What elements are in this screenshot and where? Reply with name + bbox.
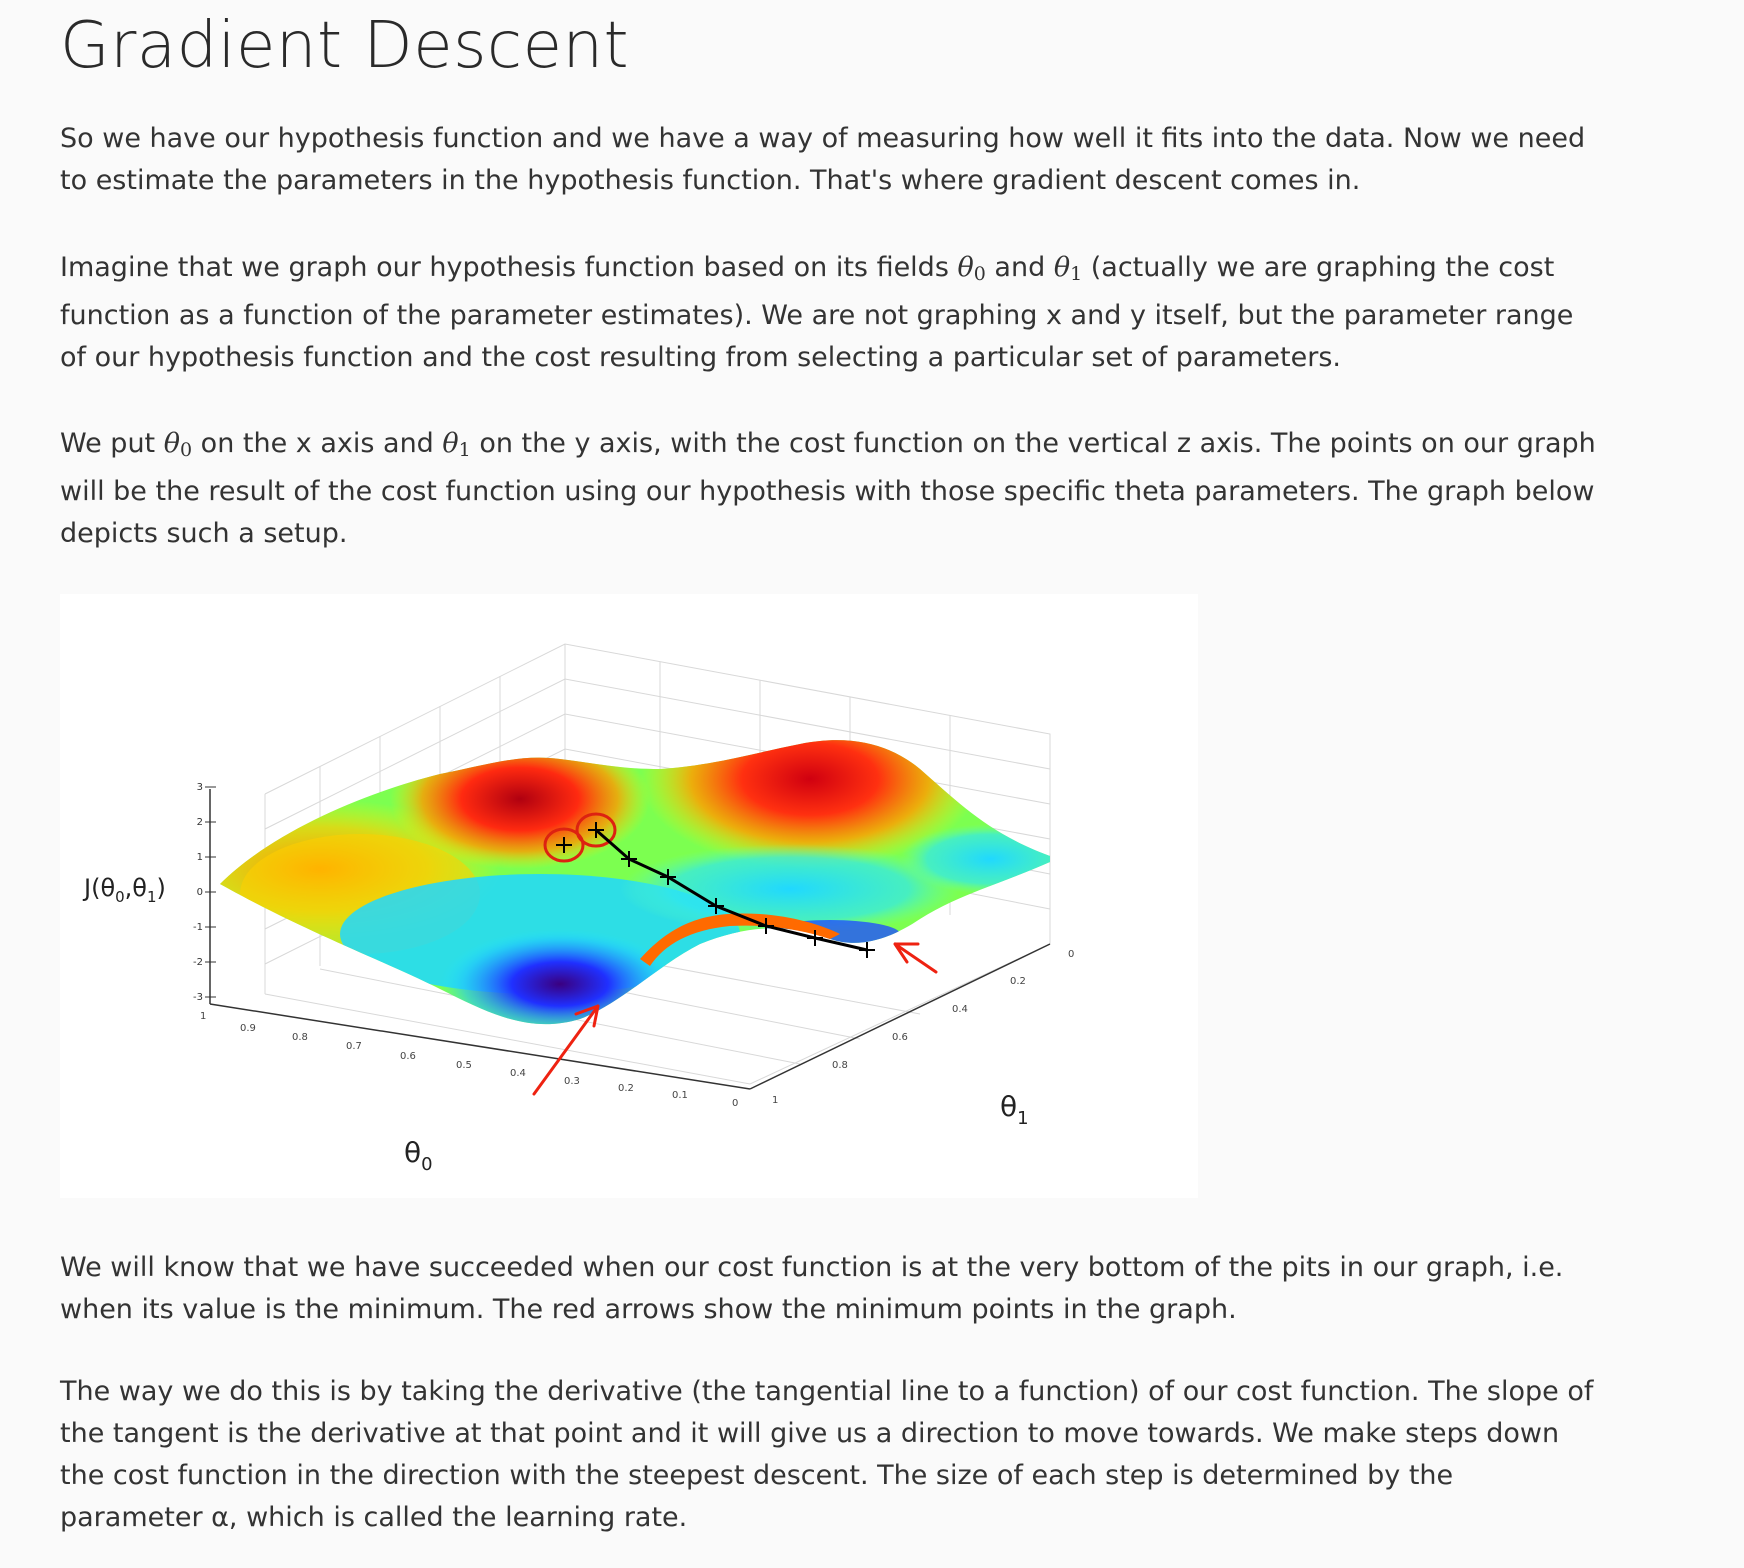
z-tick-label: 0 xyxy=(197,887,203,898)
x-tick-label: 0.9 xyxy=(240,1023,256,1034)
minimum-arrows xyxy=(532,942,938,1096)
y-tick-label: 1 xyxy=(772,1095,778,1106)
y-tick-label: 0.8 xyxy=(832,1060,848,1071)
theta1-symbol: θ1 xyxy=(442,428,471,461)
z-tick-marks xyxy=(205,786,216,998)
page-title: Gradient Descent xyxy=(60,9,630,83)
descent-steps xyxy=(556,822,875,958)
z-tick-label: 1 xyxy=(197,852,203,863)
arrow-left-minimum xyxy=(532,1004,600,1096)
start-point-circles xyxy=(543,812,617,863)
text-segment: Imagine that we graph our hypothesis fun… xyxy=(60,252,958,283)
x-tick-label: 0 xyxy=(732,1098,738,1109)
cost-surface-figure: 3 2 1 0 -1 -2 -3 J(θ0,θ1) 1 0.9 0.8 xyxy=(60,594,1198,1198)
text-segment: on the x axis and xyxy=(192,428,443,459)
x-tick-label: 1 xyxy=(200,1011,206,1022)
z-tick-label: -2 xyxy=(193,957,203,968)
step-marker xyxy=(859,942,875,958)
paragraph-imagine: Imagine that we graph our hypothesis fun… xyxy=(60,247,1600,379)
paragraph-axes: We put θ0 on the x axis and θ1 on the y … xyxy=(60,423,1600,555)
surface-underside xyxy=(640,913,840,966)
text-segment: and xyxy=(985,252,1054,283)
step-marker xyxy=(556,837,572,853)
theta0-axis-label: θ0 xyxy=(404,1136,433,1175)
arrow-right-minimum xyxy=(893,942,938,974)
x-axis: 1 0.9 0.8 0.7 0.6 0.5 0.4 0.3 0.2 0.1 0 xyxy=(200,1011,738,1109)
start-circle xyxy=(575,812,617,848)
x-tick-label: 0.5 xyxy=(456,1060,472,1071)
theta0-symbol: θ0 xyxy=(957,252,986,285)
theta1-axis-label: θ1 xyxy=(1000,1090,1029,1129)
paragraph-derivative: The way we do this is by taking the deri… xyxy=(60,1376,1594,1533)
step-marker xyxy=(807,930,823,946)
theta0-symbol: θ0 xyxy=(163,428,193,461)
start-circle xyxy=(543,827,585,863)
paragraph-minimum: We will know that we have succeeded when… xyxy=(60,1252,1564,1325)
y-tick-label: 0.4 xyxy=(952,1004,968,1015)
cost-surface-plot: 3 2 1 0 -1 -2 -3 J(θ0,θ1) 1 0.9 0.8 xyxy=(82,643,1074,1175)
step-marker xyxy=(758,918,774,934)
z-tick-label: -3 xyxy=(193,992,203,1003)
step-marker xyxy=(588,822,604,838)
z-tick-label: 2 xyxy=(197,817,203,828)
x-tick-label: 0.3 xyxy=(564,1076,580,1087)
y-tick-label: 0 xyxy=(1068,949,1074,960)
cost-surface xyxy=(220,740,1050,1025)
text-segment: We put xyxy=(60,428,164,459)
step-marker xyxy=(660,869,676,885)
x-tick-label: 0.1 xyxy=(672,1090,688,1101)
x-tick-label: 0.7 xyxy=(346,1041,362,1052)
step-marker xyxy=(708,898,724,914)
paragraph-intro: So we have our hypothesis function and w… xyxy=(60,123,1586,196)
y-axis: 1 0.8 0.6 0.4 0.2 0 xyxy=(772,949,1074,1106)
x-tick-label: 0.2 xyxy=(618,1083,634,1094)
z-tick-label: -1 xyxy=(193,922,203,933)
step-marker xyxy=(621,851,637,867)
x-tick-label: 0.6 xyxy=(400,1051,416,1062)
text-segment: (actually we are graphing the cost funct… xyxy=(60,252,1574,373)
z-axis-label: J(θ0,θ1) xyxy=(82,874,166,906)
x-tick-label: 0.8 xyxy=(292,1032,308,1043)
y-tick-label: 0.6 xyxy=(892,1032,908,1043)
theta1-symbol: θ1 xyxy=(1053,252,1083,285)
y-tick-label: 0.2 xyxy=(1010,976,1026,987)
front-axes xyxy=(209,789,1051,1090)
x-tick-label: 0.4 xyxy=(510,1068,526,1079)
z-axis: 3 2 1 0 -1 -2 -3 xyxy=(193,782,203,1003)
page: Gradient Descent So we have our hypothes… xyxy=(0,0,1744,1533)
z-tick-label: 3 xyxy=(197,782,203,793)
text-segment: on the y axis, with the cost function on… xyxy=(60,428,1596,549)
